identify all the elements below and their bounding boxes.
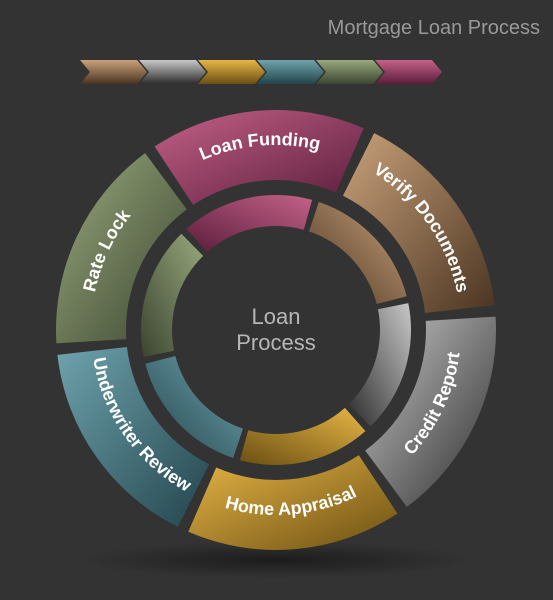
legend-chevron-1 — [139, 60, 206, 84]
infographic-stage: Mortgage Loan ProcessVerify DocumentsCre… — [0, 0, 553, 600]
legend-chevron-4 — [316, 60, 383, 84]
center-label-line1: Loan — [252, 304, 301, 329]
center-label-line2: Process — [236, 330, 315, 355]
page-title: Mortgage Loan Process — [328, 17, 540, 39]
legend-chevron-2 — [198, 60, 265, 84]
legend-chevron-0 — [80, 60, 147, 84]
legend-chevron-3 — [257, 60, 324, 84]
infographic-svg: Mortgage Loan ProcessVerify DocumentsCre… — [0, 0, 553, 600]
legend-chevron-5 — [375, 60, 442, 84]
